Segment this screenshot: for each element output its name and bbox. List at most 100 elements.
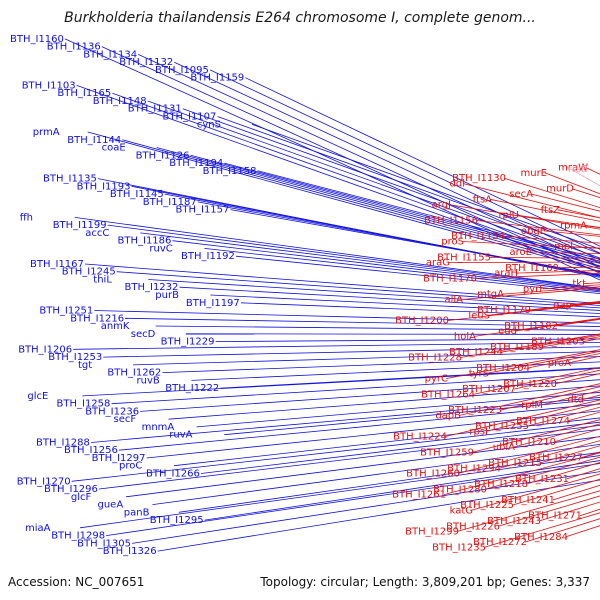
forward-gene-label[interactable]: purB bbox=[155, 290, 179, 301]
forward-gene-label[interactable]: BTH_I1296 bbox=[44, 484, 98, 495]
forward-gene-label[interactable]: tgt bbox=[78, 360, 92, 371]
forward-gene-label[interactable]: BTH_I1167 bbox=[30, 259, 84, 270]
reverse-gene-label[interactable]: BTH_I1244 bbox=[449, 347, 503, 358]
reverse-gene-label[interactable]: BTH_I1130 bbox=[452, 173, 506, 184]
forward-gene-label[interactable]: BTH_I1107 bbox=[163, 112, 217, 123]
reverse-gene-label[interactable]: pyrC bbox=[425, 374, 448, 385]
reverse-gene-label[interactable]: proA bbox=[548, 358, 571, 369]
forward-gene-label[interactable]: BTH_I1158 bbox=[203, 166, 257, 177]
reverse-gene-label[interactable]: BTH_I1274 bbox=[516, 416, 570, 427]
reverse-gene-label[interactable]: BTH_I1260 bbox=[406, 469, 460, 480]
forward-gene-label[interactable]: BTH_I1165 bbox=[57, 88, 111, 99]
forward-gene-label[interactable]: BTH_I1186 bbox=[118, 236, 172, 247]
reverse-gene-label[interactable]: leuS bbox=[468, 310, 490, 321]
forward-gene-label[interactable]: BTH_I1148 bbox=[93, 96, 147, 107]
reverse-gene-label[interactable]: BTH_I1271 bbox=[528, 511, 582, 522]
forward-gene-label[interactable]: BTH_I1187 bbox=[143, 197, 197, 208]
forward-gene-label[interactable]: BTH_I1134 bbox=[83, 49, 137, 60]
reverse-gene-label[interactable]: BTH_I1294 bbox=[447, 463, 501, 474]
forward-gene-label[interactable]: BTH_I1245 bbox=[62, 267, 116, 278]
forward-gene-label[interactable]: anmK bbox=[101, 321, 130, 332]
reverse-gene-label[interactable]: BTH_I1218 bbox=[474, 479, 528, 490]
reverse-gene-label[interactable]: murD bbox=[546, 184, 574, 195]
reverse-gene-label[interactable]: BTH_I1155 bbox=[437, 252, 491, 263]
forward-gene-label[interactable]: BTH_I1295 bbox=[150, 515, 204, 526]
forward-gene-label[interactable]: BTH_I1270 bbox=[17, 476, 71, 487]
reverse-gene-label[interactable]: BTH_I1156 bbox=[424, 215, 478, 226]
reverse-gene-label[interactable]: BTH_I1255 bbox=[475, 421, 529, 432]
reverse-gene-label[interactable]: BTH_I1224 bbox=[393, 432, 447, 443]
forward-gene-label[interactable]: BTH_I1132 bbox=[119, 57, 173, 68]
forward-gene-label[interactable]: BTH_I1297 bbox=[92, 453, 146, 464]
forward-gene-label[interactable]: BTH_I1103 bbox=[22, 80, 76, 91]
reverse-gene-label[interactable]: mpl bbox=[554, 242, 573, 253]
reverse-gene-label[interactable]: rplM bbox=[521, 400, 543, 411]
reverse-gene-label[interactable]: aroE bbox=[510, 247, 532, 258]
forward-gene-label[interactable]: glcF bbox=[71, 492, 92, 503]
reverse-gene-label[interactable]: BTH_I1200 bbox=[395, 316, 449, 327]
reverse-gene-label[interactable]: BTH_I1179 bbox=[477, 305, 531, 316]
forward-gene-label[interactable]: BTH_I1326 bbox=[103, 546, 157, 557]
forward-gene-label[interactable]: BTH_I1145 bbox=[110, 189, 164, 200]
reverse-gene-label[interactable]: BTH_I1225 bbox=[460, 500, 514, 511]
forward-gene-label[interactable]: BTH_I1298 bbox=[51, 531, 105, 542]
forward-gene-label[interactable]: BTH_I1236 bbox=[85, 406, 139, 417]
forward-gene-label[interactable]: thiL bbox=[93, 275, 112, 286]
reverse-gene-label[interactable]: tyrS bbox=[469, 368, 489, 379]
forward-gene-label[interactable]: BTH_I1131 bbox=[128, 104, 182, 115]
reverse-gene-label[interactable]: BTH_I1220 bbox=[503, 379, 557, 390]
reverse-gene-label[interactable]: tkt bbox=[572, 279, 586, 290]
forward-gene-label[interactable]: BTH_I1159 bbox=[190, 73, 244, 84]
forward-gene-label[interactable]: BTH_I1288 bbox=[36, 438, 90, 449]
reverse-gene-label[interactable]: katG bbox=[450, 505, 473, 516]
reverse-gene-label[interactable]: BTH_I1235 bbox=[432, 542, 486, 553]
forward-gene-label[interactable]: BTH_I1160 bbox=[10, 34, 64, 45]
reverse-gene-label[interactable]: rpsI bbox=[469, 426, 488, 437]
forward-gene-label[interactable]: panB bbox=[124, 507, 150, 518]
forward-gene-label[interactable]: gueA bbox=[98, 500, 124, 511]
reverse-gene-label[interactable]: proS bbox=[441, 237, 464, 248]
reverse-gene-label[interactable]: BTH_I1226 bbox=[446, 521, 500, 532]
reverse-gene-label[interactable]: BTH_I1189 bbox=[490, 342, 544, 353]
reverse-gene-label[interactable]: rplU bbox=[498, 210, 519, 221]
forward-gene-label[interactable]: BTH_I1229 bbox=[161, 337, 215, 348]
forward-gene-label[interactable]: prmA bbox=[33, 127, 60, 138]
reverse-gene-label[interactable]: BTH_I1284 bbox=[514, 532, 568, 543]
reverse-gene-label[interactable]: dapB bbox=[435, 411, 461, 422]
forward-gene-label[interactable]: BTH_I1305 bbox=[77, 538, 131, 549]
reverse-gene-label[interactable]: BTH_I1259 bbox=[420, 447, 474, 458]
reverse-gene-label[interactable]: araH bbox=[494, 268, 518, 279]
reverse-gene-label[interactable]: ftsA bbox=[473, 194, 492, 205]
reverse-gene-label[interactable]: araG bbox=[426, 258, 450, 269]
reverse-gene-label[interactable]: BTH_I1215 bbox=[488, 458, 542, 469]
forward-gene-label[interactable]: BTH_I1206 bbox=[18, 344, 72, 355]
reverse-gene-label[interactable]: allA bbox=[444, 295, 463, 306]
forward-gene-label[interactable]: ruvC bbox=[149, 243, 172, 254]
reverse-gene-label[interactable]: mraW bbox=[558, 163, 588, 174]
forward-gene-label[interactable]: mnmA bbox=[142, 422, 175, 433]
reverse-gene-label[interactable]: BTH_I1228 bbox=[408, 353, 462, 364]
forward-gene-label[interactable]: cynS bbox=[197, 119, 221, 130]
reverse-gene-label[interactable]: BTH_I1272 bbox=[473, 537, 527, 548]
forward-gene-label[interactable]: BTH_I1216 bbox=[70, 313, 124, 324]
forward-gene-label[interactable]: BTH_I1194 bbox=[169, 158, 223, 169]
forward-gene-label[interactable]: BTH_I1199 bbox=[53, 220, 107, 231]
forward-gene-label[interactable]: BTH_I1251 bbox=[39, 306, 93, 317]
rna-gene-label[interactable]: rrsB bbox=[568, 164, 588, 175]
reverse-gene-label[interactable]: BTH_I1243 bbox=[487, 516, 541, 527]
reverse-gene-label[interactable]: BTH_I1280 bbox=[433, 484, 487, 495]
reverse-gene-label[interactable]: edd bbox=[498, 326, 517, 337]
forward-gene-label[interactable]: ffh bbox=[20, 212, 33, 223]
reverse-gene-label[interactable]: BTH_I1223 bbox=[448, 405, 502, 416]
forward-gene-label[interactable]: ruvA bbox=[169, 430, 192, 441]
reverse-gene-label[interactable]: mtgA bbox=[477, 289, 504, 300]
reverse-gene-label[interactable]: BTH_I1261 bbox=[392, 490, 446, 501]
forward-gene-label[interactable]: BTH_I1262 bbox=[107, 368, 161, 379]
forward-gene-label[interactable]: coaE bbox=[102, 143, 126, 154]
reverse-gene-label[interactable]: BTH_I1231 bbox=[515, 474, 569, 485]
forward-gene-label[interactable]: BTH_I1266 bbox=[146, 469, 200, 480]
reverse-gene-label[interactable]: BTH_I1241 bbox=[501, 495, 555, 506]
reverse-gene-label[interactable]: argJ bbox=[432, 200, 451, 211]
forward-gene-label[interactable]: BTH_I1256 bbox=[64, 445, 118, 456]
reverse-gene-label[interactable]: dtd bbox=[567, 395, 584, 406]
